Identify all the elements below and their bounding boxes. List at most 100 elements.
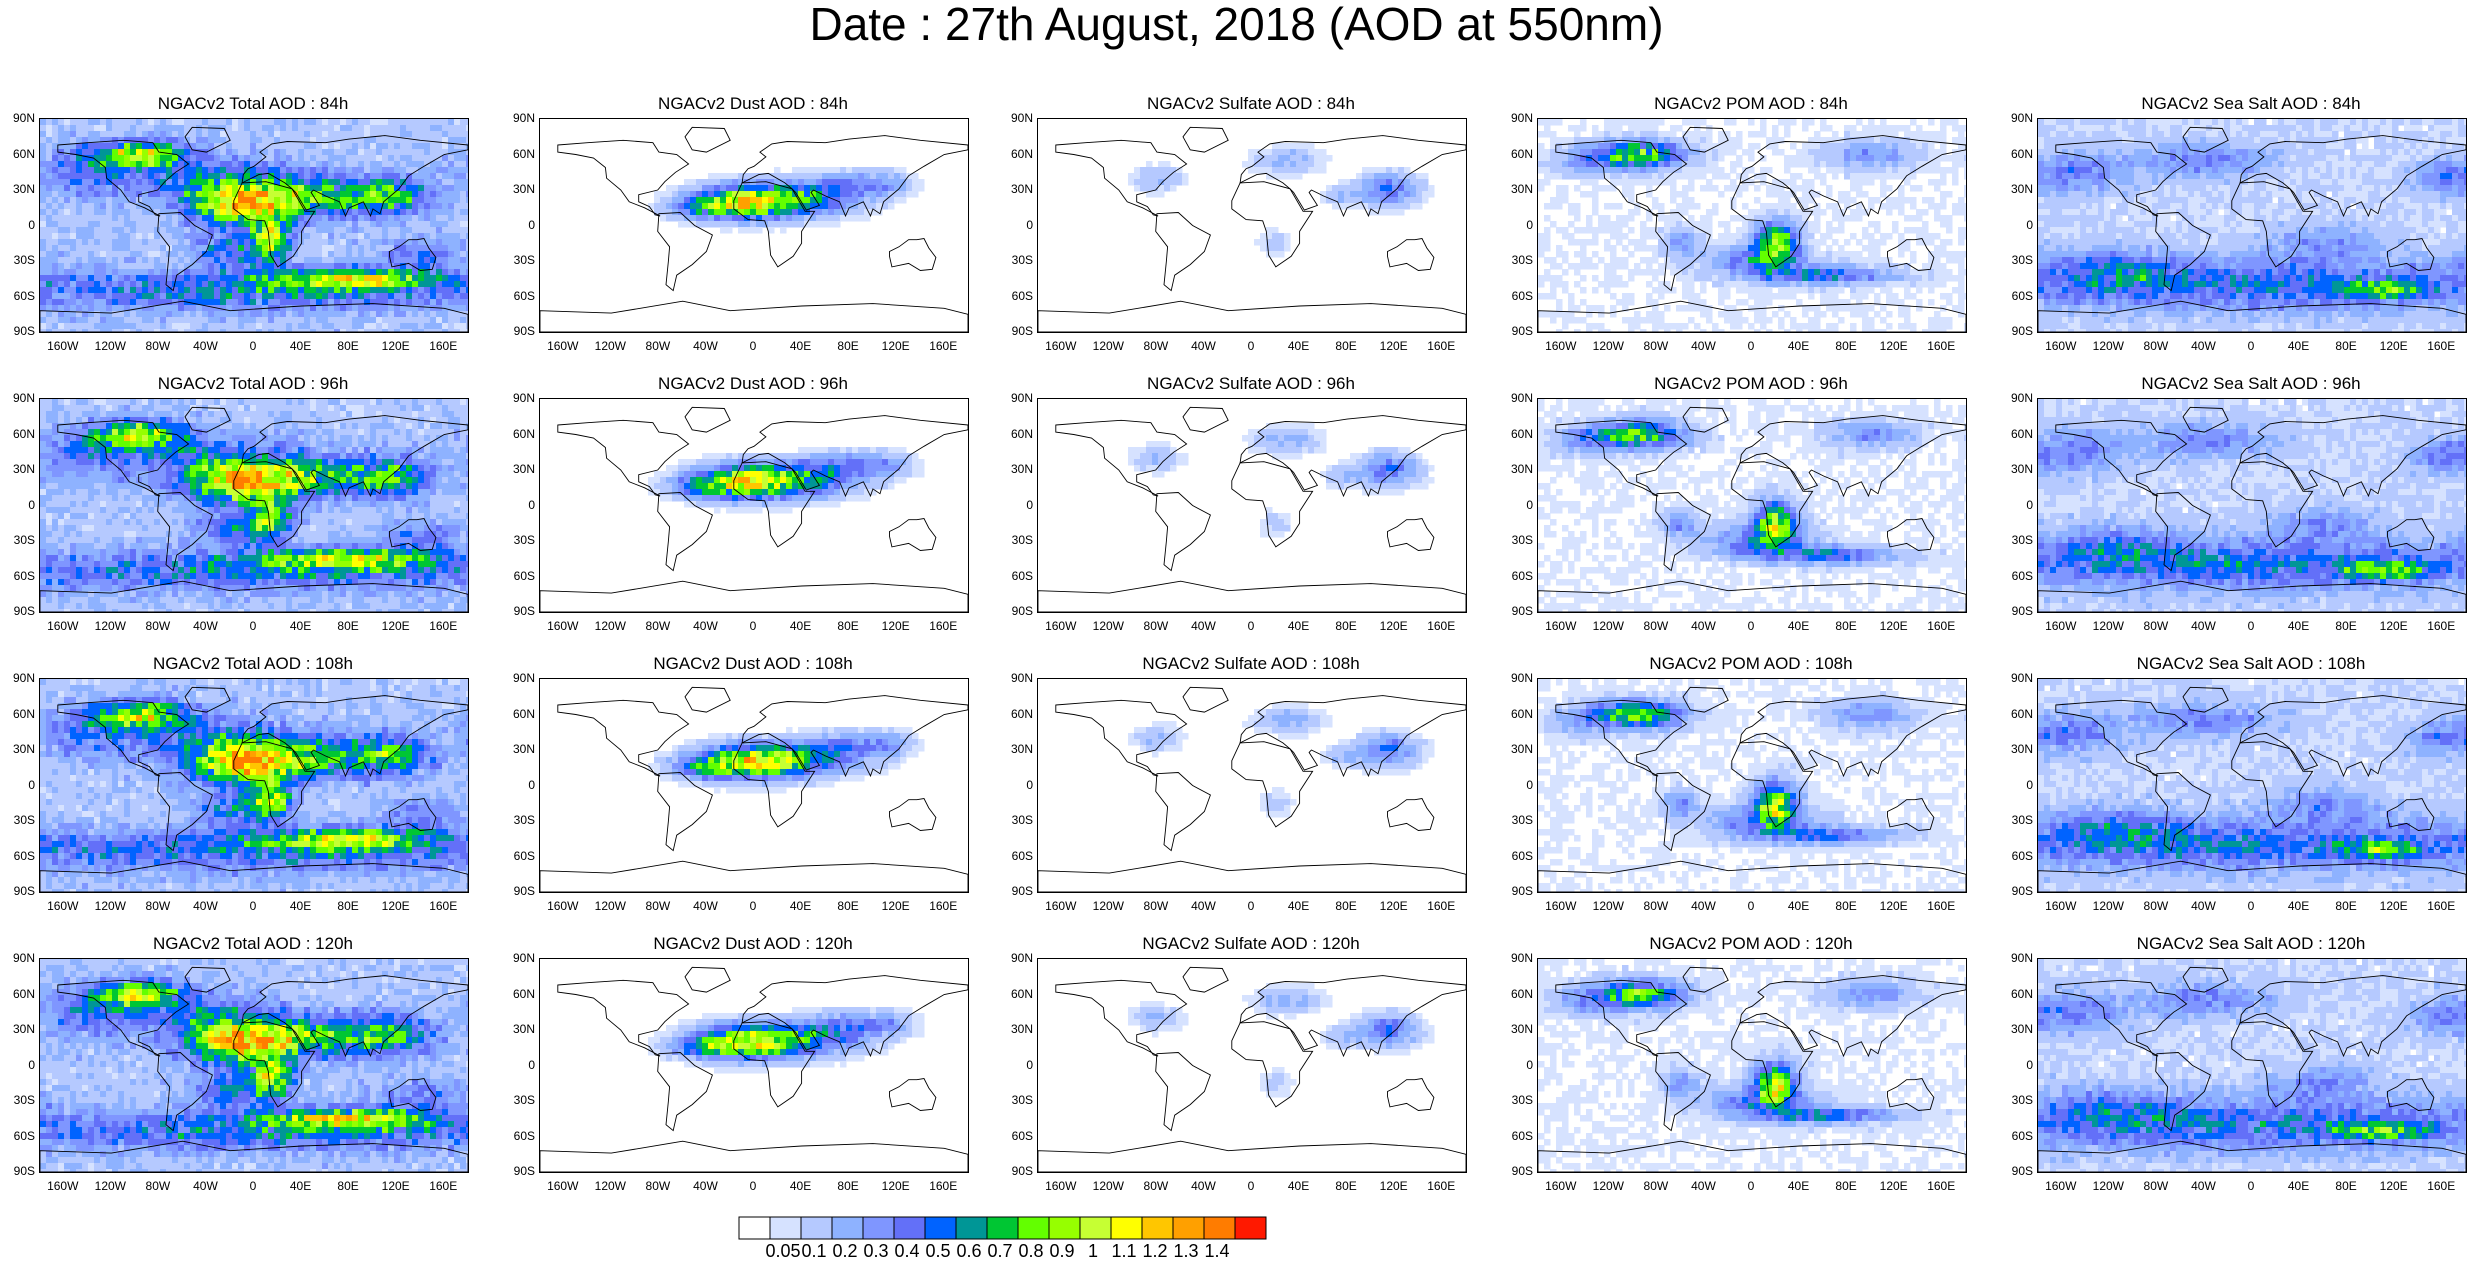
longitude-label: 160E [429, 619, 457, 633]
longitude-label: 120W [95, 1179, 126, 1193]
latitude-label: 90S [2005, 1164, 2033, 1178]
longitude-label: 40W [1191, 1179, 1216, 1193]
latitude-label: 90N [7, 111, 35, 125]
longitude-label: 80E [1835, 899, 1856, 913]
latitude-label: 90S [1505, 1164, 1533, 1178]
latitude-label: 30S [7, 1093, 35, 1107]
colorbar-swatch [801, 1217, 832, 1239]
latitude-label: 60N [1505, 147, 1533, 161]
coastline [1183, 687, 1228, 712]
longitude-label: 40E [790, 619, 811, 633]
coastline [1038, 861, 1466, 892]
coastline [1056, 980, 1187, 1056]
panel-title: NGACv2 Sulfate AOD : 120h [1142, 934, 1359, 954]
coastline [540, 301, 968, 332]
latitude-label: 0 [507, 498, 535, 512]
latitude-label: 30S [507, 813, 535, 827]
coastline [1056, 700, 1187, 776]
latitude-label: 60N [2005, 987, 2033, 1001]
longitude-label: 160W [1545, 619, 1576, 633]
latitude-label: 30S [1505, 1093, 1533, 1107]
latitude-label: 30S [1005, 253, 1033, 267]
latitude-label: 0 [2005, 498, 2033, 512]
longitude-label: 120W [2093, 1179, 2124, 1193]
latitude-label: 90N [7, 391, 35, 405]
colorbar-tick-label: 0.9 [1049, 1241, 1074, 1262]
latitude-label: 30N [1505, 742, 1533, 756]
longitude-label: 120W [1093, 1179, 1124, 1193]
latitude-label: 30S [2005, 813, 2033, 827]
latitude-label: 0 [1005, 498, 1033, 512]
longitude-label: 160E [1927, 1179, 1955, 1193]
coastline [1156, 493, 1211, 571]
colorbar-swatch [925, 1217, 956, 1239]
longitude-label: 80W [1144, 619, 1169, 633]
longitude-label: 120E [2380, 1179, 2408, 1193]
longitude-label: 40W [2191, 339, 2216, 353]
panel-title: NGACv2 Sea Salt AOD : 120h [2137, 934, 2366, 954]
latitude-label: 30N [2005, 182, 2033, 196]
latitude-label: 0 [1505, 498, 1533, 512]
latitude-label: 30N [1005, 1022, 1033, 1036]
longitude-label: 160E [1427, 339, 1455, 353]
longitude-label: 40E [290, 899, 311, 913]
latitude-label: 30N [7, 742, 35, 756]
longitude-label: 120W [595, 899, 626, 913]
longitude-label: 0 [750, 619, 757, 633]
latitude-label: 60S [507, 289, 535, 303]
longitude-label: 160E [1427, 1179, 1455, 1193]
latitude-label: 90N [1505, 391, 1533, 405]
map-panel [39, 958, 469, 1173]
latitude-label: 90S [507, 884, 535, 898]
longitude-label: 80W [1644, 619, 1669, 633]
latitude-label: 30N [1505, 182, 1533, 196]
longitude-label: 40E [790, 899, 811, 913]
longitude-label: 0 [2248, 899, 2255, 913]
latitude-label: 60N [507, 707, 535, 721]
latitude-label: 30N [507, 1022, 535, 1036]
map-panel [39, 398, 469, 613]
latitude-label: 90N [7, 671, 35, 685]
latitude-label: 90S [2005, 604, 2033, 618]
latitude-label: 90N [1005, 671, 1033, 685]
latitude-label: 30N [1505, 1022, 1533, 1036]
longitude-label: 0 [1248, 899, 1255, 913]
panel-title: NGACv2 Total AOD : 120h [153, 934, 353, 954]
longitude-label: 120W [595, 339, 626, 353]
longitude-label: 80E [337, 339, 358, 353]
panel-title: NGACv2 Sulfate AOD : 108h [1142, 654, 1359, 674]
colorbar-swatch [832, 1217, 863, 1239]
map-panel [1537, 118, 1967, 333]
latitude-label: 90N [7, 951, 35, 965]
map-panel [2037, 678, 2467, 893]
longitude-label: 80W [2144, 619, 2169, 633]
longitude-label: 80W [2144, 899, 2169, 913]
longitude-label: 0 [2248, 619, 2255, 633]
coastline [1388, 239, 1434, 271]
longitude-label: 80E [1335, 899, 1356, 913]
latitude-label: 60N [1005, 707, 1033, 721]
colorbar-tick-label: 0.5 [925, 1241, 950, 1262]
longitude-label: 160E [2427, 899, 2455, 913]
latitude-label: 90S [507, 1164, 535, 1178]
colorbar-tick-label: 0.6 [956, 1241, 981, 1262]
latitude-label: 30S [1005, 1093, 1033, 1107]
longitude-label: 120W [2093, 899, 2124, 913]
longitude-label: 40E [2288, 1179, 2309, 1193]
latitude-label: 60N [7, 147, 35, 161]
longitude-label: 160E [929, 899, 957, 913]
longitude-label: 40W [2191, 619, 2216, 633]
panel-title: NGACv2 Sulfate AOD : 96h [1147, 374, 1355, 394]
latitude-label: 90N [1505, 951, 1533, 965]
longitude-label: 160E [1927, 339, 1955, 353]
longitude-label: 40E [1788, 1179, 1809, 1193]
latitude-label: 90S [7, 604, 35, 618]
colorbar-tick-label: 0.4 [894, 1241, 919, 1262]
latitude-label: 90S [507, 324, 535, 338]
latitude-label: 60N [1505, 987, 1533, 1001]
longitude-label: 40E [790, 339, 811, 353]
longitude-label: 80W [646, 899, 671, 913]
coastline [1388, 519, 1434, 551]
latitude-label: 30N [1505, 462, 1533, 476]
colorbar-tick-label: 1.4 [1204, 1241, 1229, 1262]
